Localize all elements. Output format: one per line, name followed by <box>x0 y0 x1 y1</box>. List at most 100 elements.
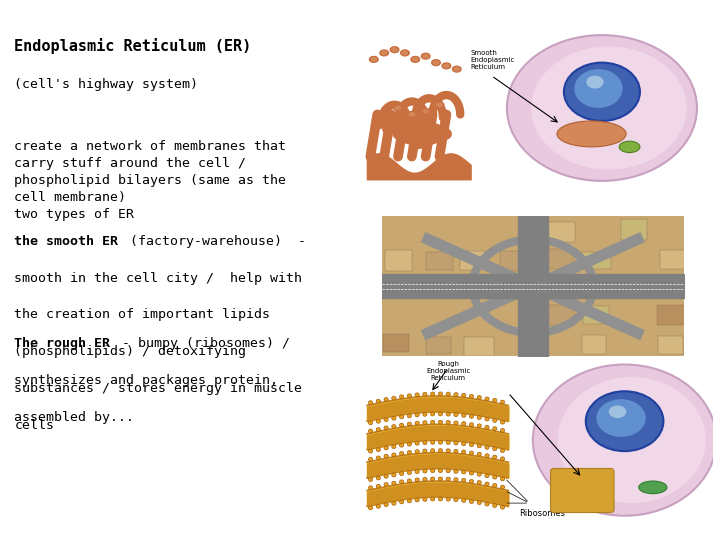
Circle shape <box>377 428 380 431</box>
Circle shape <box>500 505 505 509</box>
Ellipse shape <box>411 57 420 62</box>
Circle shape <box>477 424 482 428</box>
Bar <box>465 282 492 300</box>
Ellipse shape <box>454 68 459 71</box>
Circle shape <box>492 418 497 422</box>
Ellipse shape <box>423 110 428 113</box>
Circle shape <box>438 441 443 444</box>
Circle shape <box>423 421 427 424</box>
Circle shape <box>431 497 435 501</box>
Circle shape <box>454 449 458 453</box>
Text: synthesizes and packages protein,: synthesizes and packages protein, <box>14 374 279 387</box>
Circle shape <box>423 413 427 416</box>
Circle shape <box>462 414 466 417</box>
Circle shape <box>392 445 396 449</box>
Circle shape <box>384 446 388 450</box>
Circle shape <box>438 392 443 396</box>
Bar <box>621 338 650 356</box>
Ellipse shape <box>608 406 626 418</box>
Circle shape <box>392 473 396 477</box>
Circle shape <box>462 478 466 482</box>
Ellipse shape <box>586 392 663 451</box>
Circle shape <box>392 416 396 420</box>
Circle shape <box>384 418 388 422</box>
Circle shape <box>446 412 450 416</box>
Circle shape <box>500 477 505 481</box>
Circle shape <box>500 420 505 424</box>
Circle shape <box>454 441 458 445</box>
Circle shape <box>469 471 474 475</box>
Circle shape <box>377 484 380 488</box>
Circle shape <box>384 503 388 507</box>
Text: smooth in the cell city /  help with: smooth in the cell city / help with <box>14 272 302 285</box>
Circle shape <box>415 498 419 502</box>
Circle shape <box>423 393 427 396</box>
Ellipse shape <box>564 63 640 121</box>
Circle shape <box>492 475 497 479</box>
Circle shape <box>469 443 474 447</box>
Ellipse shape <box>421 53 430 59</box>
Bar <box>463 251 487 271</box>
Circle shape <box>500 429 505 433</box>
Bar <box>581 334 613 354</box>
Circle shape <box>462 498 466 502</box>
Circle shape <box>454 478 458 482</box>
Circle shape <box>462 442 466 446</box>
Circle shape <box>408 422 412 426</box>
Bar <box>541 249 570 269</box>
FancyBboxPatch shape <box>551 468 614 512</box>
Circle shape <box>408 442 412 446</box>
Circle shape <box>415 413 419 417</box>
Ellipse shape <box>395 106 400 110</box>
Circle shape <box>477 472 482 476</box>
Circle shape <box>446 497 450 501</box>
Text: Endoplasmic Reticulum (ER): Endoplasmic Reticulum (ER) <box>14 38 252 54</box>
Circle shape <box>400 480 404 484</box>
Ellipse shape <box>444 64 449 68</box>
Circle shape <box>392 453 396 457</box>
Circle shape <box>400 423 404 427</box>
Circle shape <box>400 500 404 504</box>
Circle shape <box>392 481 396 485</box>
Circle shape <box>485 454 489 457</box>
Circle shape <box>431 420 435 424</box>
Circle shape <box>377 399 380 403</box>
Circle shape <box>492 483 497 487</box>
Circle shape <box>369 477 373 481</box>
Ellipse shape <box>533 364 716 516</box>
Circle shape <box>415 470 419 474</box>
Ellipse shape <box>408 112 416 117</box>
Circle shape <box>469 480 474 483</box>
Circle shape <box>438 420 443 424</box>
Circle shape <box>485 426 489 429</box>
Ellipse shape <box>390 47 399 52</box>
Circle shape <box>446 392 450 396</box>
Circle shape <box>462 393 466 397</box>
Circle shape <box>415 478 419 482</box>
Circle shape <box>492 504 497 508</box>
Circle shape <box>384 454 388 458</box>
Ellipse shape <box>452 66 461 72</box>
Circle shape <box>377 420 380 423</box>
Circle shape <box>469 500 474 503</box>
Ellipse shape <box>423 55 428 58</box>
Ellipse shape <box>437 103 442 106</box>
Ellipse shape <box>435 102 444 107</box>
Bar <box>504 335 531 355</box>
Bar <box>465 308 496 326</box>
Text: Ribosomes: Ribosomes <box>518 509 564 518</box>
Circle shape <box>369 449 373 453</box>
Circle shape <box>477 444 482 448</box>
Bar <box>502 279 531 299</box>
Circle shape <box>454 393 458 396</box>
Circle shape <box>431 477 435 481</box>
Bar <box>659 251 689 271</box>
Circle shape <box>384 426 388 430</box>
Circle shape <box>492 399 497 402</box>
Circle shape <box>485 482 489 486</box>
Bar <box>624 279 651 296</box>
Circle shape <box>500 400 505 404</box>
Ellipse shape <box>586 76 603 89</box>
Text: substances / stores energy in muscle: substances / stores energy in muscle <box>14 382 302 395</box>
Circle shape <box>415 450 419 454</box>
